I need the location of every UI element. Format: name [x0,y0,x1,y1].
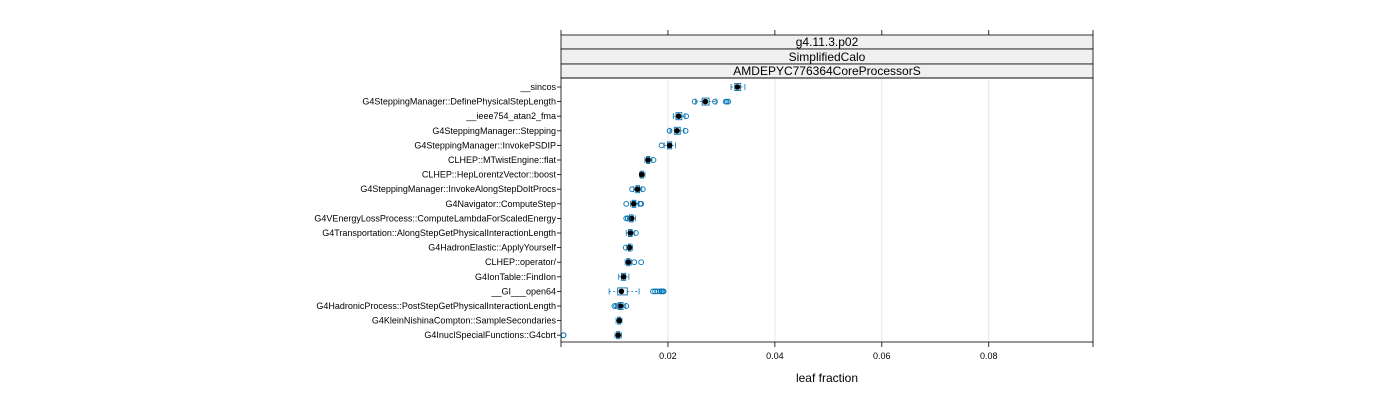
outlier-point [683,113,689,120]
median-dot [634,186,641,192]
plot-frame [560,77,1094,343]
outlier-point [623,200,630,207]
median-dot [617,303,624,309]
x-axis-title: leaf fraction [796,371,858,385]
category-label: G4KleinNishinaCompton::SampleSecondaries [372,316,557,326]
box-row [615,316,623,325]
median-dot [638,171,645,178]
outlier-point [622,244,629,251]
category-label: G4HadronElastic::ApplyYourself [428,243,556,253]
median-dot [615,332,622,339]
outlier-point [611,303,618,309]
outlier-point [638,200,645,207]
outlier-point [624,215,631,222]
box-row [672,112,689,121]
median-dot [734,84,741,90]
box-row [629,185,646,194]
median-dot [620,274,627,280]
category-label: G4Navigator::ComputeStep [445,199,556,209]
category-label: G4HadronicProcess::PostStepGetPhysicalIn… [316,301,556,311]
category-label: __GI___open64 [490,286,556,296]
box-row [625,229,639,237]
box-row [623,199,645,208]
grid-lines [667,78,990,342]
box-row [644,156,657,164]
category-label: G4Transportation::AlongStepGetPhysicalIn… [322,228,556,238]
box-iqr [617,287,628,296]
box-row [618,272,630,281]
median-dot [702,98,709,105]
box-row [730,83,746,91]
outlier-point [654,288,661,295]
outlier-point [725,98,732,105]
category-label: CLHEP::operator/ [485,257,557,267]
box-row [638,170,646,179]
outlier-point [650,288,656,295]
box-row [666,126,689,135]
outlier-point [657,288,663,295]
category-label: G4InuclSpecialFunctions::G4cbrt [424,330,556,340]
box-row [623,214,636,223]
box-row [691,97,732,106]
median-dot [645,157,651,163]
outlier-point [691,98,698,105]
x-tick-label-1: 0.02 [659,351,677,361]
outlier-point [629,186,635,193]
strip-label-3: AMDEPYC776364CoreProcessorS [733,64,920,78]
outlier-point [633,230,639,236]
outlier-point [712,98,718,105]
outlier-point [631,259,638,266]
category-label: CLHEP::MTwistEngine::flat [448,155,557,165]
median-dot [674,128,680,134]
category-label: __ieee754_atan2_fma [465,111,556,121]
outlier-point [658,142,665,149]
x-axis: 0.02 0.04 0.06 0.08 [560,30,1094,361]
median-dot [627,230,634,236]
outlier-point [639,186,646,193]
category-labels: __sincosG4SteppingManager::DefinePhysica… [314,82,561,340]
outlier-point [638,259,645,266]
box-row [560,331,622,340]
box-iqr [701,97,710,106]
category-label: G4VEnergyLossProcess::ComputeLambdaForSc… [314,213,556,223]
outlier-point [613,303,619,309]
category-label: __sincos [519,82,556,92]
outlier-point [623,215,630,222]
x-tick-label-3: 0.06 [873,351,891,361]
box-series [560,83,746,340]
median-dot [618,288,625,295]
category-label: G4SteppingManager::Stepping [432,126,556,136]
strip-label-1: g4.11.3.p02 [796,35,859,49]
outlier-point [682,127,689,134]
strip-headers: g4.11.3.p02 SimplifiedCalo AMDEPYC776364… [560,34,1094,79]
median-dot [616,317,623,324]
x-tick-label-4: 0.08 [980,351,998,361]
median-dot [675,113,682,119]
outlier-point [623,303,630,309]
category-label: G4SteppingManager::InvokePSDIP [414,140,556,150]
category-label: CLHEP::HepLorentzVector::boost [422,170,557,180]
x-tick-label-2: 0.04 [766,351,784,361]
box-row [624,258,645,267]
median-dot [625,259,632,266]
outlier-point [650,157,657,163]
median-dot [666,142,673,149]
category-label: G4SteppingManager::InvokeAlongStepDoItPr… [360,184,556,194]
box-row [611,302,630,310]
box-row [622,243,634,252]
category-label: G4IonTable::FindIon [475,272,556,282]
box-row [658,141,676,150]
box-row [608,287,667,296]
category-label: G4SteppingManager::DefinePhysicalStepLen… [362,97,556,107]
outlier-point [660,288,667,295]
outlier-point [560,332,567,339]
median-dot [630,201,637,207]
outlier-point [666,127,673,134]
strip-label-2: SimplifiedCalo [789,50,866,64]
outlier-point [723,98,730,105]
